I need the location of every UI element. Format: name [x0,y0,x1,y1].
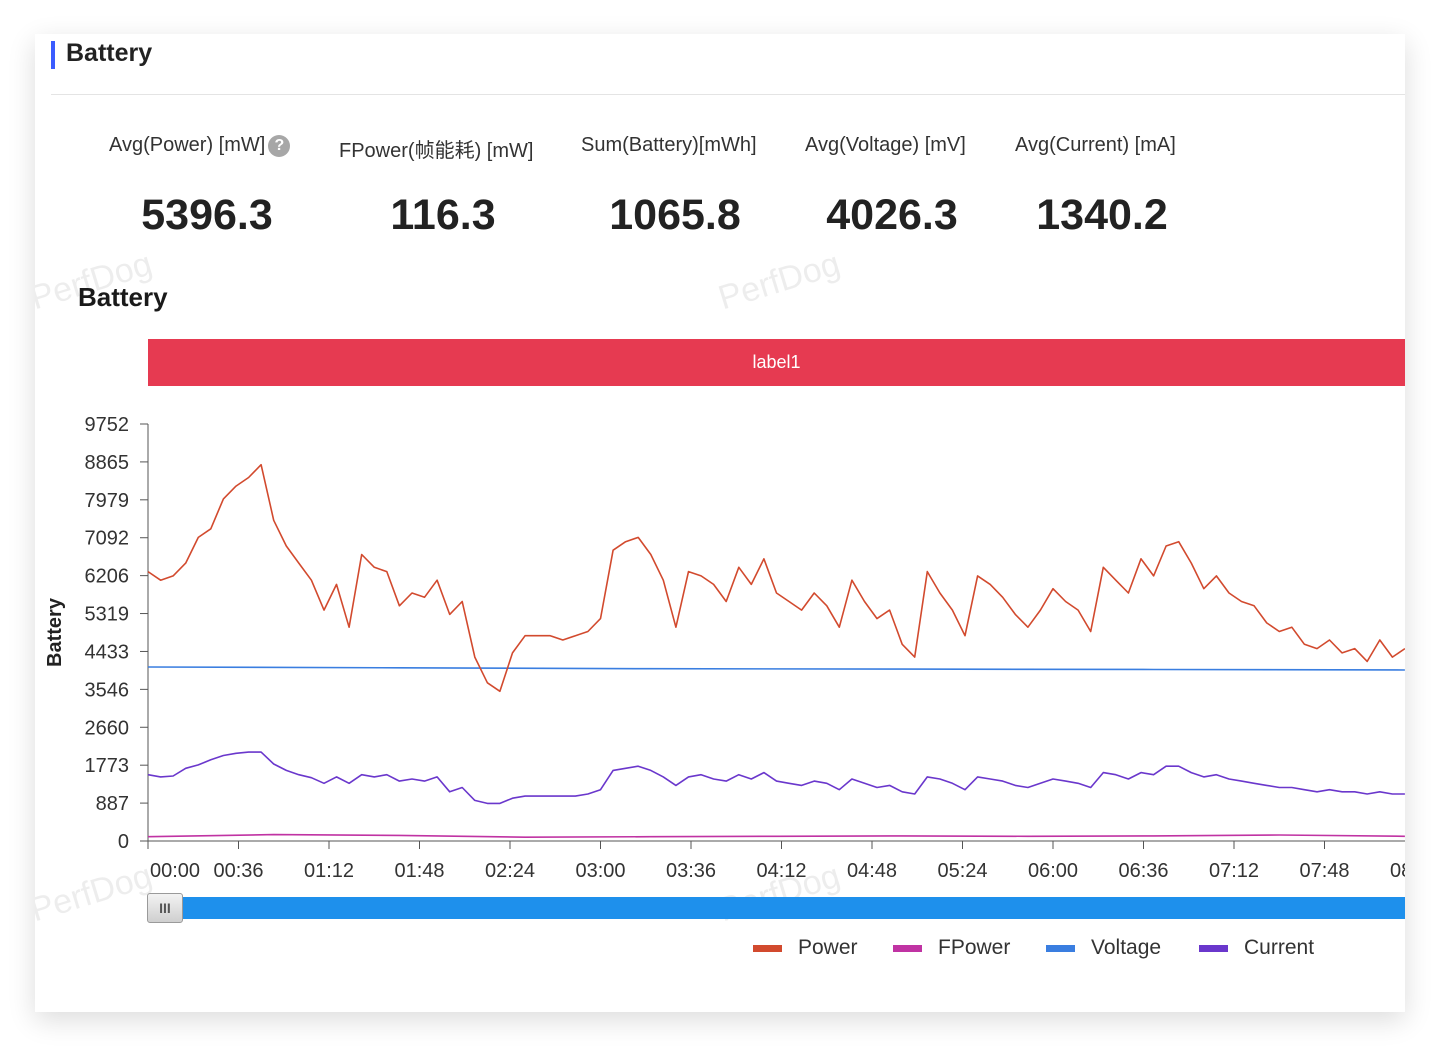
x-tick-label: 05:24 [937,860,987,882]
stat-label-fpower: FPower(帧能耗) [mW] [339,140,534,162]
y-tick-label: 3546 [85,679,130,701]
battery-line-chart: 9752 8865 7979 7092 6206 5319 4433 3546 2660 1773… [44,414,1405,882]
legend-label: Current [1244,936,1315,959]
series-line-fpower [147,833,1405,838]
legend-label: Voltage [1091,936,1162,959]
chart-axes: 9752 8865 7979 7092 6206 5319 4433 3546 2660 1773… [44,414,1405,882]
x-tick-label: 07:48 [1299,860,1349,882]
x-tick-label: 08:24 [1390,860,1405,882]
battery-panel: Battery Avg(Power) [mW]? FPower(帧能耗) [mW… [35,34,1405,1012]
stat-label-sum-battery: Sum(Battery)[mWh] [581,134,757,156]
y-tick-label: 7979 [85,490,130,512]
x-tick-label: 00:00 [150,860,200,882]
chart-title: Battery [78,282,168,312]
x-tick-label: 03:00 [575,860,625,882]
legend-swatch [753,944,782,952]
panel-header: Battery [51,34,1405,95]
y-tick-label: 4433 [85,641,130,663]
y-tick-label: 1773 [85,755,130,777]
stat-label-avg-voltage: Avg(Voltage) [mV] [805,134,966,156]
y-tick-label: 9752 [85,414,130,436]
x-tick-label: 06:00 [1028,860,1078,882]
annotation-band-label1[interactable]: label1 [148,339,1405,386]
y-tick-label: 887 [96,793,129,815]
x-tick-label: 03:36 [666,860,716,882]
legend-swatch [893,944,922,952]
header-accent-bar [51,41,55,69]
x-tick-label: 04:48 [847,860,897,882]
stat-label-avg-power: Avg(Power) [mW]? [109,134,291,157]
stat-value-fpower: 116.3 [390,191,496,239]
legend-item-power[interactable]: Power [753,936,858,960]
x-tick-label: 04:12 [756,860,806,882]
legend-item-voltage[interactable]: Voltage [1046,936,1161,960]
panel-title: Battery [66,39,153,67]
series-line-power [147,463,1405,693]
legend-swatch [1046,944,1075,952]
y-tick-label: 0 [118,831,129,853]
legend-label: FPower [938,936,1011,959]
series-line-current [147,751,1405,805]
x-tick-label: 01:48 [394,860,444,882]
time-range-slider-handle[interactable]: III [147,893,183,923]
x-tick-label: 00:36 [213,860,263,882]
stat-value-avg-power: 5396.3 [141,191,273,239]
stat-label-avg-current: Avg(Current) [mA] [1015,134,1176,156]
y-tick-label: 8865 [85,452,130,474]
legend-item-fpower[interactable]: FPower [893,936,1010,960]
y-tick-label: 6206 [85,566,130,588]
help-icon[interactable]: ? [268,135,291,157]
stat-value-sum-battery: 1065.8 [609,191,741,239]
x-tick-label: 01:12 [304,860,354,882]
y-tick-label: 7092 [85,528,130,550]
y-tick-label: 5319 [85,604,130,626]
y-axis-label: Battery [44,597,66,667]
legend-item-current[interactable]: Current [1199,936,1314,960]
stat-value-avg-current: 1340.2 [1036,191,1168,239]
stat-value-avg-voltage: 4026.3 [826,191,958,239]
series-line-voltage [147,666,1405,671]
x-tick-label: 02:24 [485,860,535,882]
legend-label: Power [798,936,858,959]
legend-swatch [1199,944,1228,952]
x-tick-label: 06:36 [1118,860,1168,882]
time-range-slider-track[interactable] [148,897,1405,919]
y-tick-label: 2660 [85,717,130,739]
chart-series [147,463,1405,838]
x-tick-label: 07:12 [1209,860,1259,882]
